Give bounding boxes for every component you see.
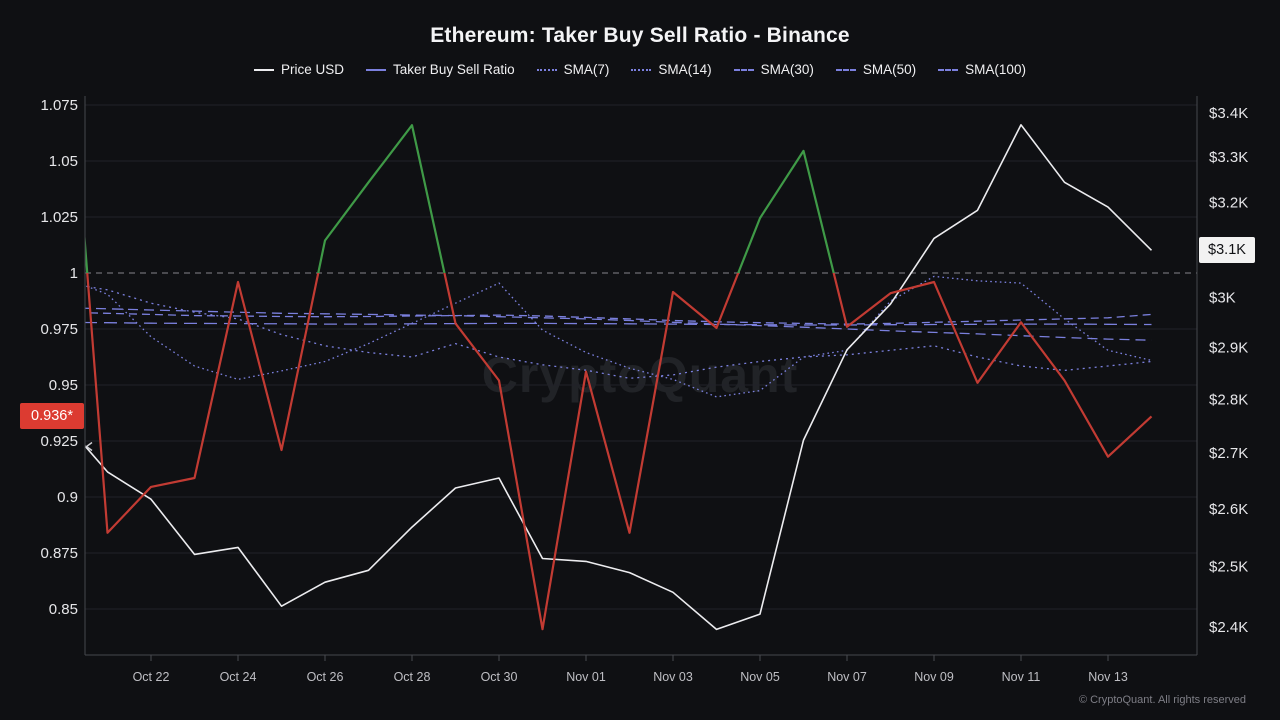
chart-title: Ethereum: Taker Buy Sell Ratio - Binance: [430, 24, 850, 47]
legend-label: SMA(30): [760, 62, 814, 77]
x-axis-label: Nov 01: [566, 670, 606, 684]
right-axis-label: $2.5K: [1209, 559, 1248, 576]
left-axis-label: 0.925: [40, 433, 78, 450]
taker-buy-sell-ratio-line-above: [85, 124, 835, 273]
right-axis-label: $3.4K: [1209, 105, 1248, 122]
x-axis-label: Oct 24: [220, 670, 257, 684]
x-axis-label: Nov 05: [740, 670, 780, 684]
left-axis-label: 0.975: [40, 321, 78, 338]
legend-item-sma-7-[interactable]: SMA(7): [536, 62, 610, 77]
sma-14-line: [85, 285, 1152, 379]
legend-label: Taker Buy Sell Ratio: [393, 62, 515, 77]
taker-buy-sell-ratio-line-below: [86, 273, 1153, 631]
right-axis-label: $2.9K: [1209, 340, 1248, 357]
x-axis-label: Oct 30: [481, 670, 518, 684]
legend-label: Price USD: [281, 62, 345, 77]
clipped-line-indicator-icon: [85, 441, 93, 452]
current-price-badge: $3.1K: [1199, 237, 1255, 264]
right-axis-label: $2.8K: [1209, 391, 1248, 408]
x-axis-label: Nov 13: [1088, 670, 1128, 684]
left-axis-label: 1.075: [40, 97, 78, 114]
legend-item-taker-buy-sell-ratio[interactable]: Taker Buy Sell Ratio: [366, 62, 515, 77]
right-axis-label: $2.6K: [1209, 501, 1248, 518]
x-axis-label: Nov 11: [1002, 670, 1041, 684]
legend-swatch: [835, 68, 856, 71]
left-axis-label: 0.9: [57, 489, 78, 506]
price-usd-line: [85, 124, 1153, 631]
x-axis-label: Nov 09: [914, 670, 954, 684]
x-axis-label: Nov 07: [827, 670, 867, 684]
right-axis-label: $2.7K: [1209, 445, 1248, 462]
legend-swatch: [938, 68, 959, 71]
x-axis-label: Nov 03: [653, 670, 693, 684]
current-ratio-badge: 0.936*: [20, 403, 84, 430]
left-axis-label: 0.875: [40, 545, 78, 562]
legend-label: SMA(7): [563, 62, 610, 77]
sma-30-line: [85, 312, 1152, 325]
x-axis-label: Oct 26: [307, 670, 344, 684]
legend-label: SMA(100): [965, 62, 1026, 77]
left-axis-label: 1.025: [40, 209, 78, 226]
right-axis-label: $3K: [1209, 290, 1236, 307]
watermark-logo: CryptoQuant: [481, 347, 799, 403]
legend-label: SMA(14): [658, 62, 712, 77]
x-axis-label: Oct 22: [133, 670, 170, 684]
legend-item-sma-30-[interactable]: SMA(30): [733, 62, 814, 77]
legend-swatch: [536, 68, 557, 71]
legend-item-sma-100-[interactable]: SMA(100): [938, 62, 1026, 77]
right-axis-label: $2.4K: [1209, 619, 1248, 636]
right-axis-label: $3.2K: [1209, 194, 1248, 211]
legend-item-price-usd[interactable]: Price USD: [254, 62, 344, 77]
legend-swatch: [254, 68, 275, 71]
legend: Price USD Taker Buy Sell Ratio SMA(7) SMA(1…: [0, 62, 1280, 77]
left-axis-label: 1.05: [49, 153, 78, 170]
left-axis-label: 0.95: [49, 377, 78, 394]
left-axis-label: 0.85: [49, 601, 78, 618]
x-axis-label: Oct 28: [394, 670, 431, 684]
legend-swatch: [366, 68, 387, 71]
copyright-notice: © CryptoQuant. All rights reserved: [1078, 694, 1246, 706]
sma-7-line: [85, 275, 1152, 398]
sma-100-line: [85, 321, 1152, 326]
left-axis-label: 1: [70, 265, 78, 282]
legend-item-sma-14-[interactable]: SMA(14): [631, 62, 712, 77]
legend-swatch: [631, 68, 652, 71]
legend-label: SMA(50): [862, 62, 917, 77]
legend-swatch: [733, 68, 754, 71]
right-axis-label: $3.3K: [1209, 149, 1248, 166]
legend-item-sma-50-[interactable]: SMA(50): [835, 62, 917, 77]
